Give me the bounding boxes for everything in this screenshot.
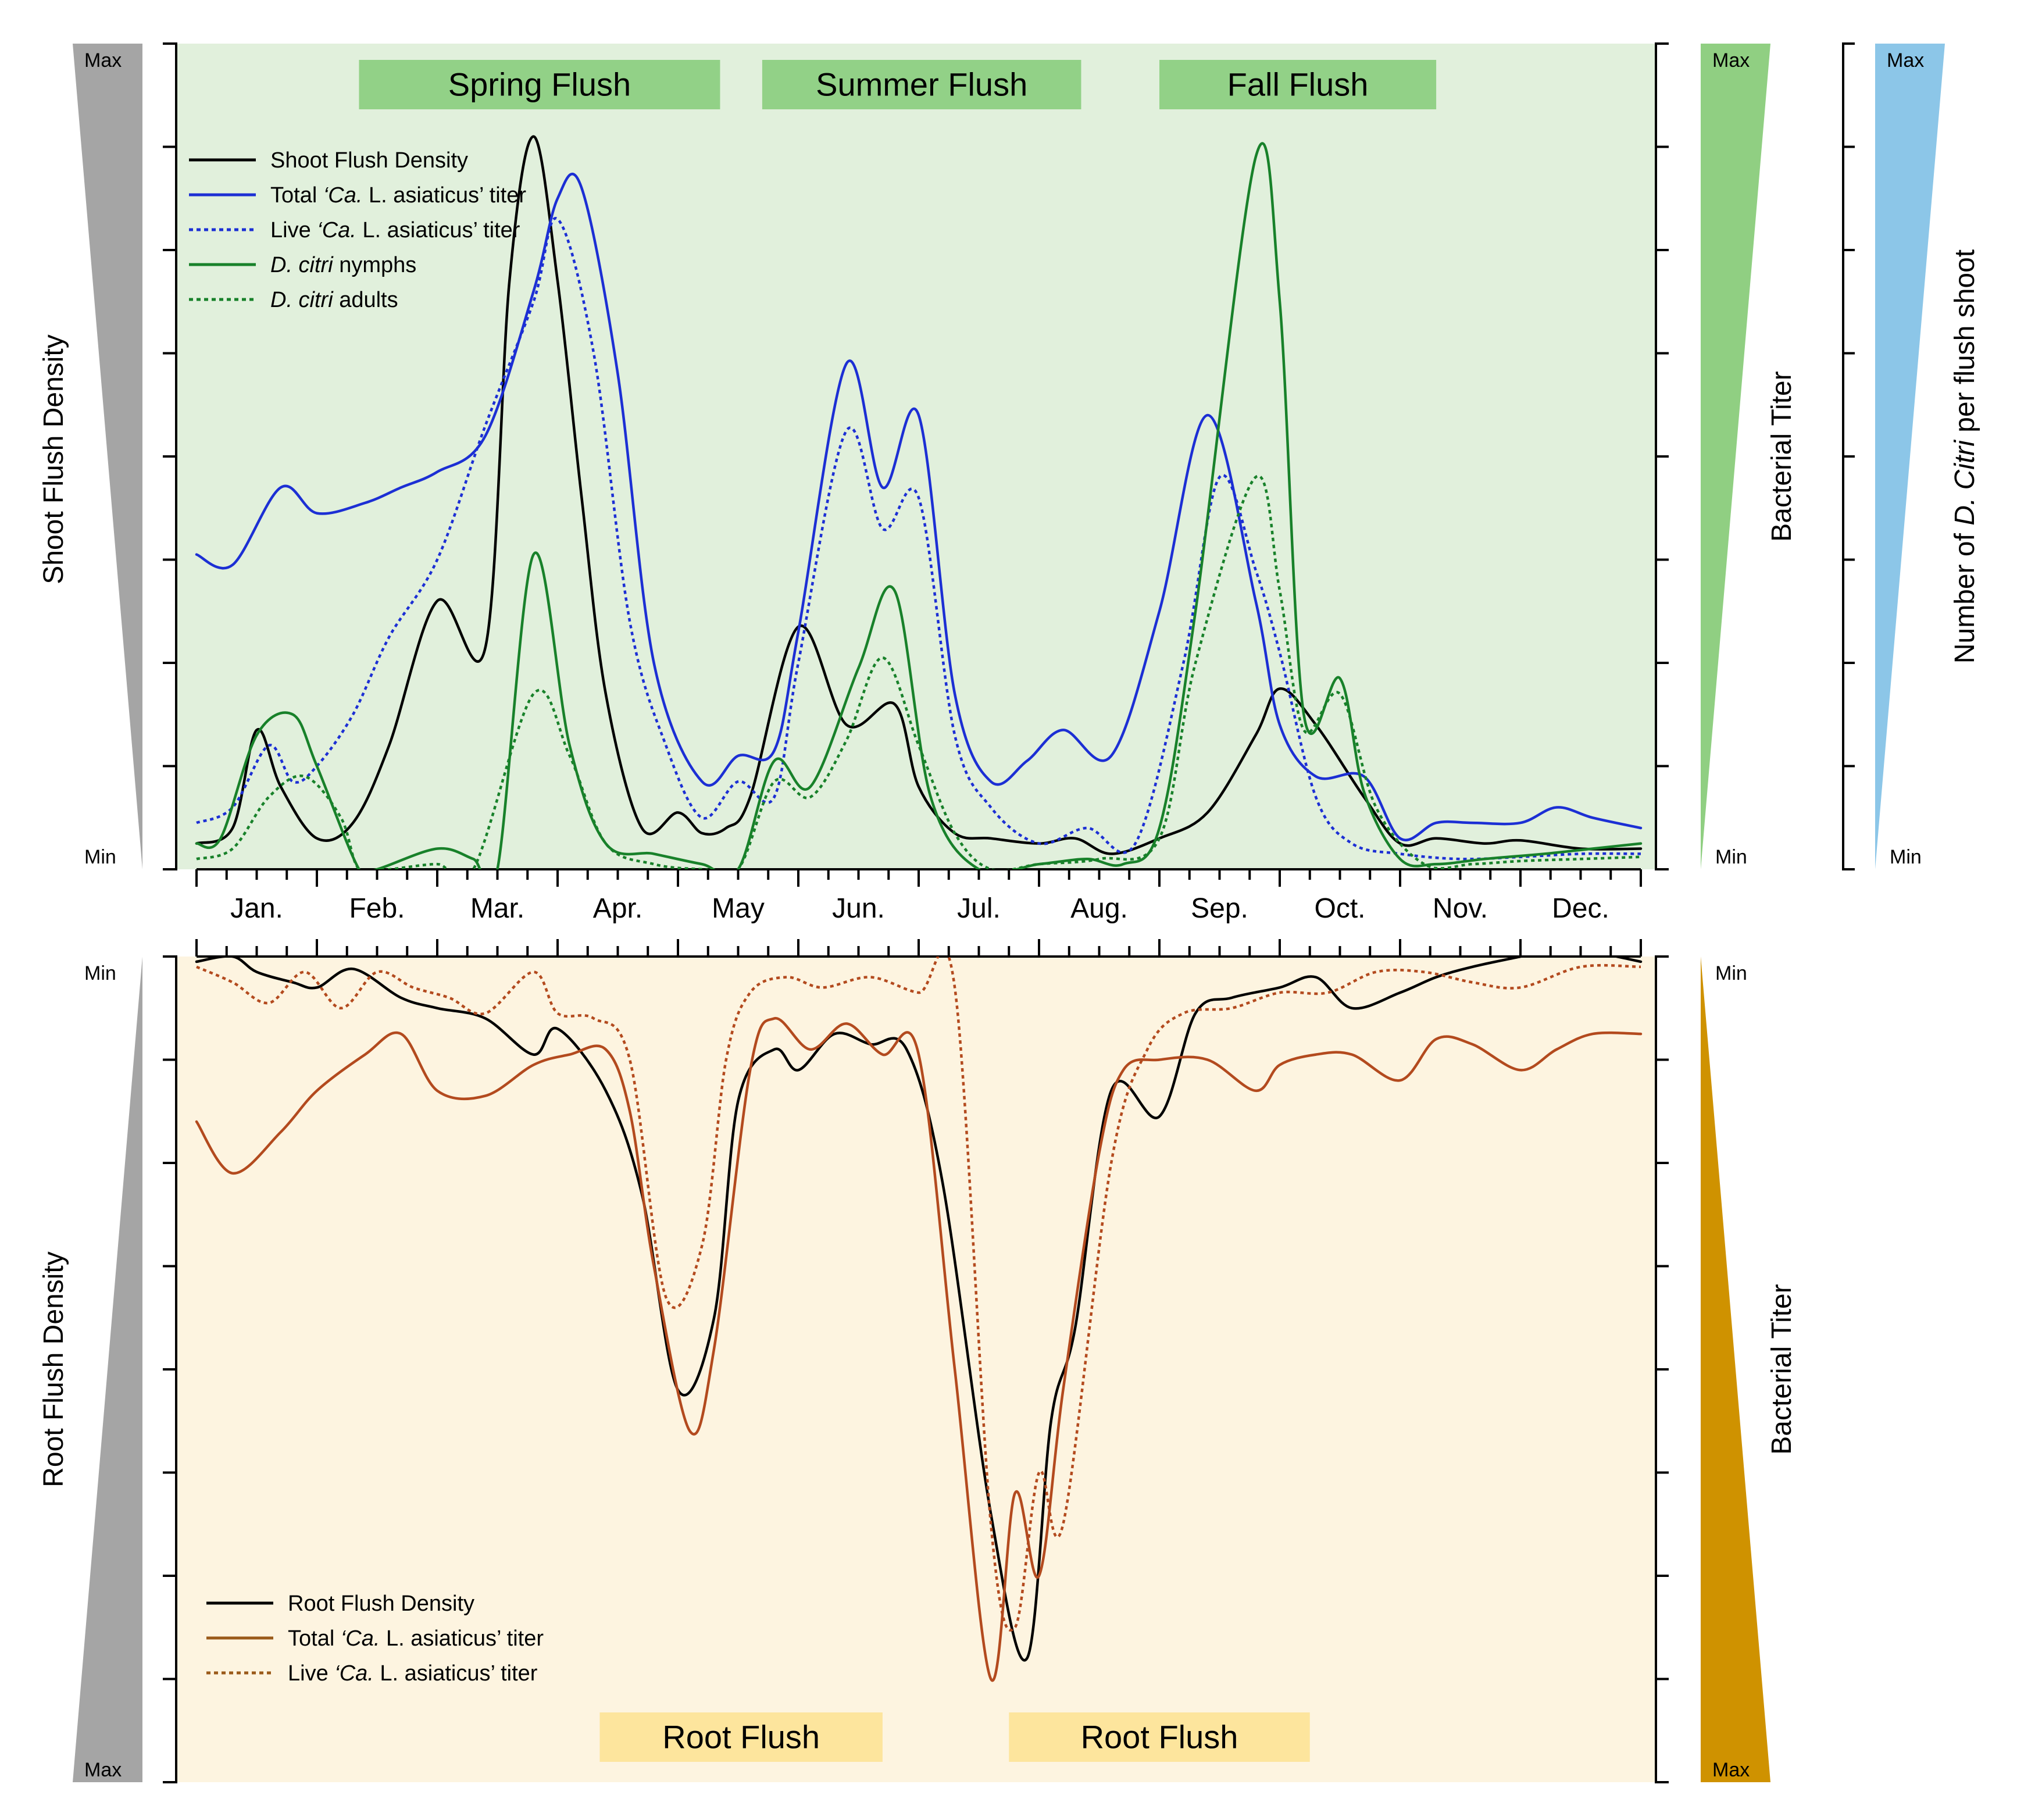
root-bacterial-titer-axis-title: Bacterial Titer [1766, 1284, 1797, 1454]
bottom-plot-background [176, 957, 1656, 1782]
shoot-bacterial-titer-axis-title: Bacterial Titer [1766, 371, 1797, 541]
shoot-flush-density-axis-title: Shoot Flush Density [38, 334, 69, 584]
month-label: Dec. [1552, 893, 1609, 924]
flush-period-band [1159, 60, 1437, 109]
legend-label: Live ‘Ca. L. asiaticus’ titer [270, 218, 520, 242]
top-plot-background [176, 44, 1656, 869]
legend-label: Root Flush Density [288, 1591, 474, 1616]
legend-label: D. citri adults [270, 288, 398, 312]
shoot-titer-min-label: Min [1715, 846, 1747, 868]
flush-period-band [1009, 1712, 1310, 1762]
month-label: May [712, 893, 765, 924]
month-label: Jun. [832, 893, 885, 924]
shoot-density-max-label: Max [84, 49, 122, 72]
root-density-scale-wedge [73, 957, 142, 1782]
shoot-density-min-label: Min [84, 846, 116, 868]
shoot-density-scale-wedge [73, 44, 142, 869]
series-line [195, 172, 1643, 841]
flush-period-label: Spring Flush [448, 66, 631, 103]
month-label: Jan. [230, 893, 283, 924]
flush-period-band [359, 60, 720, 109]
root-density-min-label: Min [84, 962, 116, 984]
series-line [196, 474, 1641, 869]
month-label: Aug. [1070, 893, 1128, 924]
flush-period-label: Root Flush [662, 1719, 820, 1755]
flush-period-band [599, 1712, 883, 1762]
legend-label: D. citri nymphs [270, 253, 416, 277]
series-line [195, 142, 1643, 869]
month-label: Feb. [349, 893, 405, 924]
root-titer-min-label: Min [1715, 962, 1747, 984]
month-label: Oct. [1314, 893, 1365, 924]
dcitri-count-scale-wedge [1875, 44, 1945, 869]
month-label: Apr. [593, 893, 642, 924]
series-line [195, 1017, 1643, 1682]
dcitri-count-axis-title: Number of D. Citri per flush shoot [1950, 249, 1980, 663]
root-flush-density-axis-title: Root Flush Density [38, 1251, 69, 1487]
legend-label: Shoot Flush Density [270, 148, 468, 173]
dcitri-title-suffix: per flush shoot [1950, 249, 1980, 440]
flush-period-label: Summer Flush [816, 66, 1027, 103]
root-titer-max-label: Max [1712, 1759, 1750, 1781]
dcitri-title-italic: D. Citri [1950, 440, 1980, 526]
shoot-titer-scale-wedge [1701, 44, 1770, 869]
month-label: Nov. [1433, 893, 1488, 924]
flush-period-label: Root Flush [1081, 1719, 1238, 1755]
month-label: Jul. [957, 893, 1001, 924]
legend-label: Live ‘Ca. L. asiaticus’ titer [288, 1661, 538, 1686]
legend-label: Total ‘Ca. L. asiaticus’ titer [288, 1626, 544, 1651]
root-density-max-label: Max [84, 1759, 122, 1781]
month-label: Mar. [470, 893, 524, 924]
series-line [195, 135, 1643, 855]
flush-period-band [762, 60, 1081, 109]
dcitri-max-label: Max [1887, 49, 1924, 72]
series-line [196, 217, 1641, 861]
shoot-titer-max-label: Max [1712, 49, 1750, 72]
dcitri-min-label: Min [1890, 846, 1922, 868]
legend-label: Total ‘Ca. L. asiaticus’ titer [270, 183, 526, 208]
dcitri-title-prefix: Number of [1950, 526, 1980, 663]
root-titer-scale-wedge [1701, 957, 1770, 1782]
month-label: Sep. [1191, 893, 1248, 924]
flush-period-label: Fall Flush [1227, 66, 1369, 103]
